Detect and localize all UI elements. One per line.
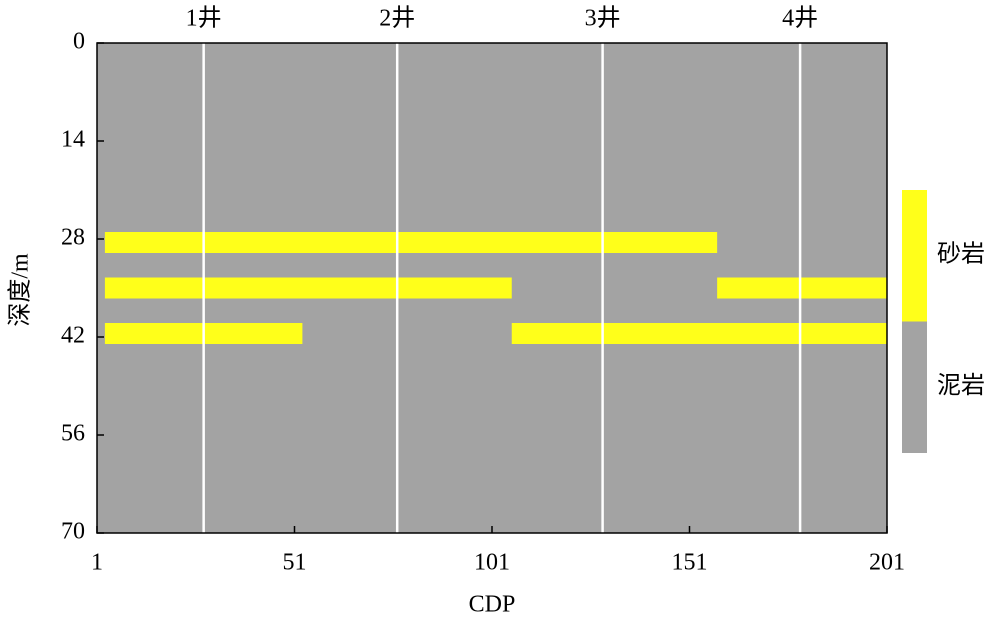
y-tick-label: 28 xyxy=(61,225,85,251)
x-tick-label: 51 xyxy=(283,550,307,576)
sand-body xyxy=(511,323,887,344)
y-tick-label: 42 xyxy=(61,323,85,349)
y-axis-label: 深度/m xyxy=(7,253,34,327)
legend-label: 砂岩 xyxy=(937,240,985,267)
x-axis-label: CDP xyxy=(469,592,516,618)
y-tick-label: 56 xyxy=(61,421,85,447)
x-tick-label: 151 xyxy=(672,550,708,576)
x-tick-label: 101 xyxy=(474,550,510,576)
y-tick-label: 70 xyxy=(61,519,85,545)
sand-body xyxy=(104,277,512,299)
legend-swatch xyxy=(902,190,927,322)
well-label: 2井 xyxy=(379,5,415,32)
well-label: 3井 xyxy=(585,5,621,32)
x-tick-label: 201 xyxy=(869,550,905,576)
well-label: 1井 xyxy=(186,5,222,32)
well-label: 4井 xyxy=(782,5,818,32)
y-tick-label: 0 xyxy=(73,29,85,55)
x-tick-label: 1 xyxy=(91,550,103,576)
sand-body xyxy=(104,232,718,253)
legend-swatch xyxy=(902,321,927,453)
sand-body xyxy=(717,277,887,299)
y-tick-label: 14 xyxy=(61,127,85,153)
legend-label: 泥岩 xyxy=(937,372,985,399)
